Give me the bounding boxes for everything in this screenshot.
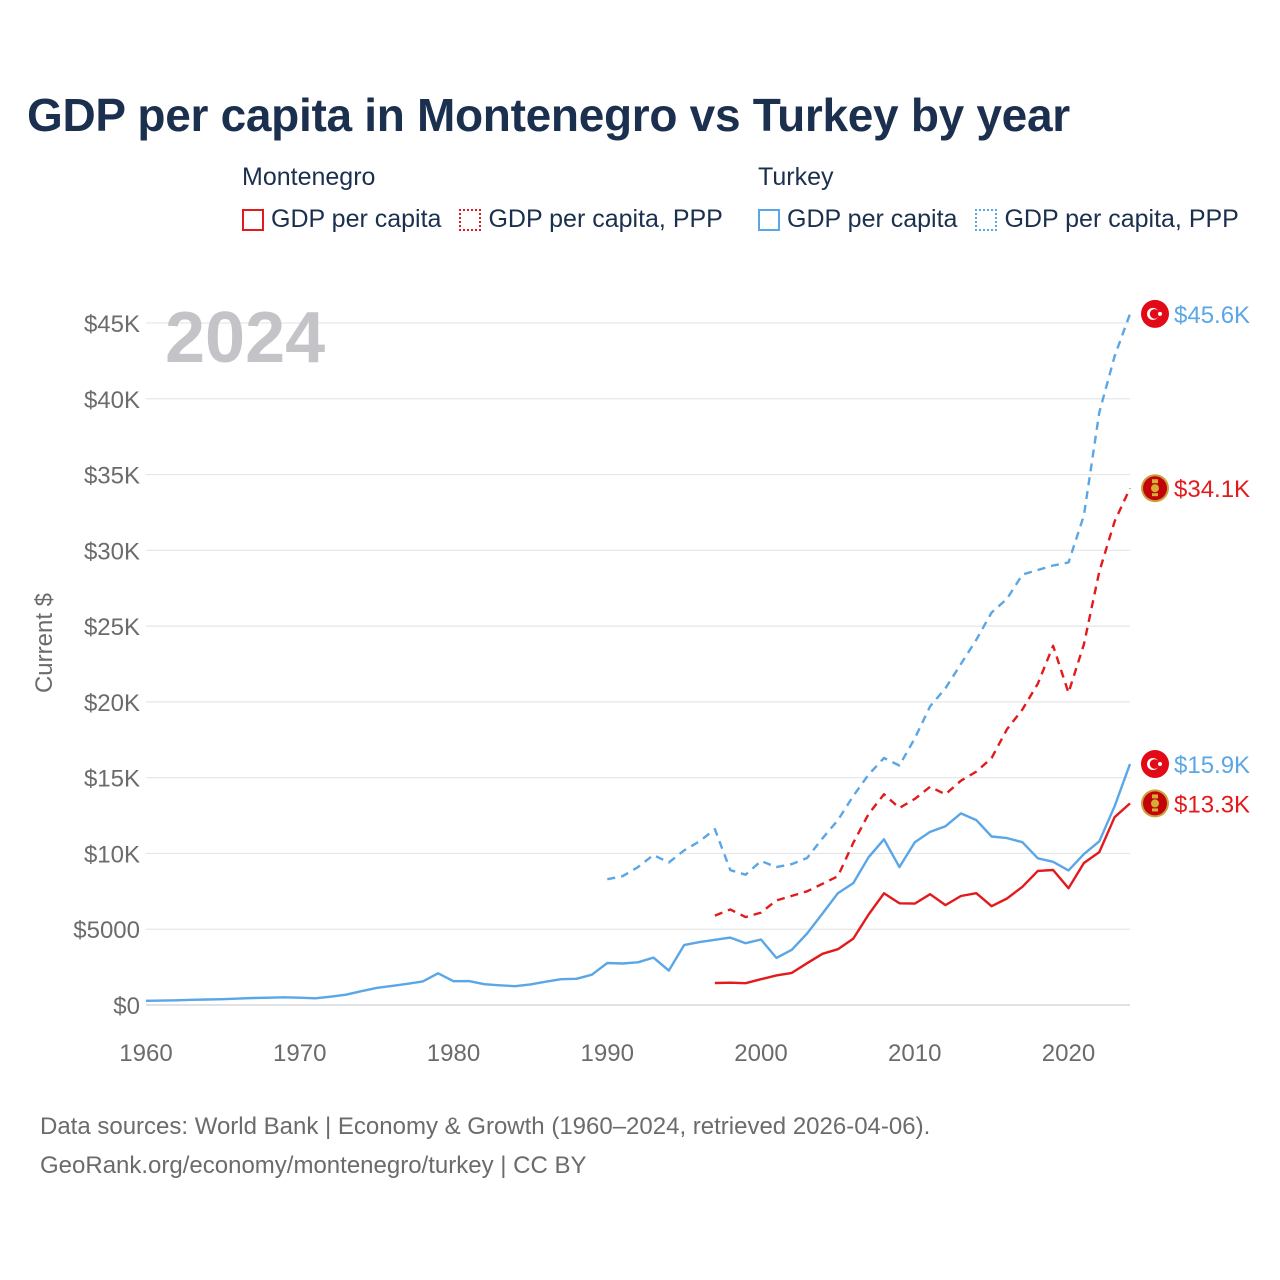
legend-swatch-solid-icon xyxy=(242,208,264,231)
x-tick-label: 2020 xyxy=(1042,1040,1095,1067)
montenegro-flag-icon xyxy=(1141,474,1169,503)
end-value-label: $13.3K xyxy=(1174,791,1250,818)
chart-title: GDP per capita in Montenegro vs Turkey b… xyxy=(27,89,1070,141)
x-tick-label: 1990 xyxy=(581,1040,634,1067)
footer-source: Data sources: World Bank | Economy & Gro… xyxy=(40,1113,931,1140)
legend-swatch-dotted-icon xyxy=(459,208,482,231)
legend-label: GDP per capita xyxy=(787,205,958,233)
x-tick-label: 2010 xyxy=(888,1040,941,1067)
series-line[interactable] xyxy=(714,487,1132,919)
year-watermark: 2024 xyxy=(165,298,325,378)
series-line[interactable] xyxy=(607,313,1132,881)
y-tick-label: $0 xyxy=(113,993,140,1020)
turkey-flag-icon xyxy=(1141,750,1169,779)
legend-label: GDP per capita, PPP xyxy=(488,205,723,233)
end-value-label: $34.1K xyxy=(1174,476,1250,503)
y-tick-label: $45K xyxy=(84,311,140,338)
legend-label: GDP per capita, PPP xyxy=(1004,205,1239,233)
y-tick-label: $30K xyxy=(84,538,140,565)
legend-swatch-dotted-icon xyxy=(975,208,998,231)
y-tick-label: $10K xyxy=(84,841,140,868)
y-tick-label: $25K xyxy=(84,614,140,641)
y-axis-label: Current $ xyxy=(31,593,58,693)
legend-group-montenegro: Montenegro GDP per capita GDP per capita… xyxy=(242,163,741,234)
x-tick-label: 1980 xyxy=(427,1040,480,1067)
footer: Data sources: World Bank | Economy & Gro… xyxy=(40,1107,930,1185)
x-tick-label: 1960 xyxy=(119,1040,172,1067)
montenegro-flag-icon xyxy=(1141,789,1169,818)
y-tick-label: $20K xyxy=(84,690,140,717)
end-value-label: $15.9K xyxy=(1174,752,1250,779)
legend-item-turkey-gdp-ppp[interactable]: GDP per capita, PPP xyxy=(975,205,1239,234)
turkey-flag-icon xyxy=(1141,299,1169,328)
y-tick-label: $15K xyxy=(84,766,140,793)
end-value-label: $45.6K xyxy=(1174,302,1250,329)
legend-swatch-solid-icon xyxy=(758,208,780,231)
legend-item-montenegro-gdp[interactable]: GDP per capita xyxy=(242,205,441,234)
legend-group-turkey: Turkey GDP per capita GDP per capita, PP… xyxy=(758,163,1257,234)
x-tick-label: 1970 xyxy=(273,1040,326,1067)
series-line[interactable] xyxy=(145,763,1132,1002)
y-tick-label: $5000 xyxy=(73,917,140,944)
x-tick-label: 2000 xyxy=(734,1040,787,1067)
y-tick-label: $35K xyxy=(84,463,140,490)
legend-item-turkey-gdp[interactable]: GDP per capita xyxy=(758,205,957,234)
legend-group-title: Turkey xyxy=(758,163,834,191)
footer-link[interactable]: GeoRank.org/economy/montenegro/turkey | … xyxy=(40,1152,587,1179)
y-tick-label: $40K xyxy=(84,387,140,414)
legend-label: GDP per capita xyxy=(271,205,442,233)
legend-item-montenegro-gdp-ppp[interactable]: GDP per capita, PPP xyxy=(459,205,723,234)
series-line[interactable] xyxy=(714,802,1131,985)
legend-group-title: Montenegro xyxy=(242,163,376,191)
